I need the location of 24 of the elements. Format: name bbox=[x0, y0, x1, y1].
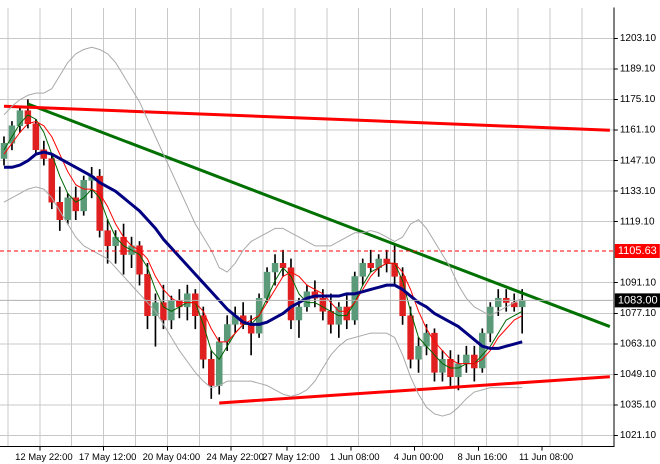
y-tick-label: 1147.10 bbox=[620, 155, 656, 166]
y-tick-label: 1063.10 bbox=[620, 338, 656, 350]
x-tick-label: 11 Jun 08:00 bbox=[518, 452, 574, 463]
y-tick-label: 1049.10 bbox=[620, 369, 656, 380]
y-tick-label: 1119.10 bbox=[620, 216, 655, 228]
ref-line-label: 1083.00 bbox=[618, 294, 658, 306]
x-tick-label: 17 May 12:00 bbox=[78, 452, 136, 463]
y-tick-label: 1161.10 bbox=[620, 124, 656, 136]
y-tick-label: 1091.10 bbox=[620, 277, 656, 288]
x-tick-label: 27 May 12:00 bbox=[262, 452, 320, 463]
y-tick-label: 1021.10 bbox=[620, 430, 656, 442]
x-tick-label: 4 Jun 00:00 bbox=[394, 452, 444, 463]
ref-line-label: 1105.63 bbox=[618, 245, 657, 258]
x-tick-label: 8 Jun 16:00 bbox=[457, 452, 508, 463]
x-tick-label: 24 May 22:00 bbox=[206, 452, 264, 463]
y-tick-label: 1133.10 bbox=[620, 186, 656, 197]
y-tick-label: 1189.10 bbox=[620, 64, 656, 75]
x-tick-label: 20 May 04:00 bbox=[142, 452, 200, 463]
y-tick-label: 1077.10 bbox=[620, 308, 656, 320]
y-tick-label: 1175.10 bbox=[620, 94, 656, 106]
y-tick-label: 1203.10 bbox=[620, 33, 656, 44]
x-tick-label: 12 May 22:00 bbox=[15, 452, 73, 463]
x-tick-label: 1 Jun 08:00 bbox=[330, 452, 380, 463]
y-tick-label: 1035.10 bbox=[620, 400, 656, 411]
